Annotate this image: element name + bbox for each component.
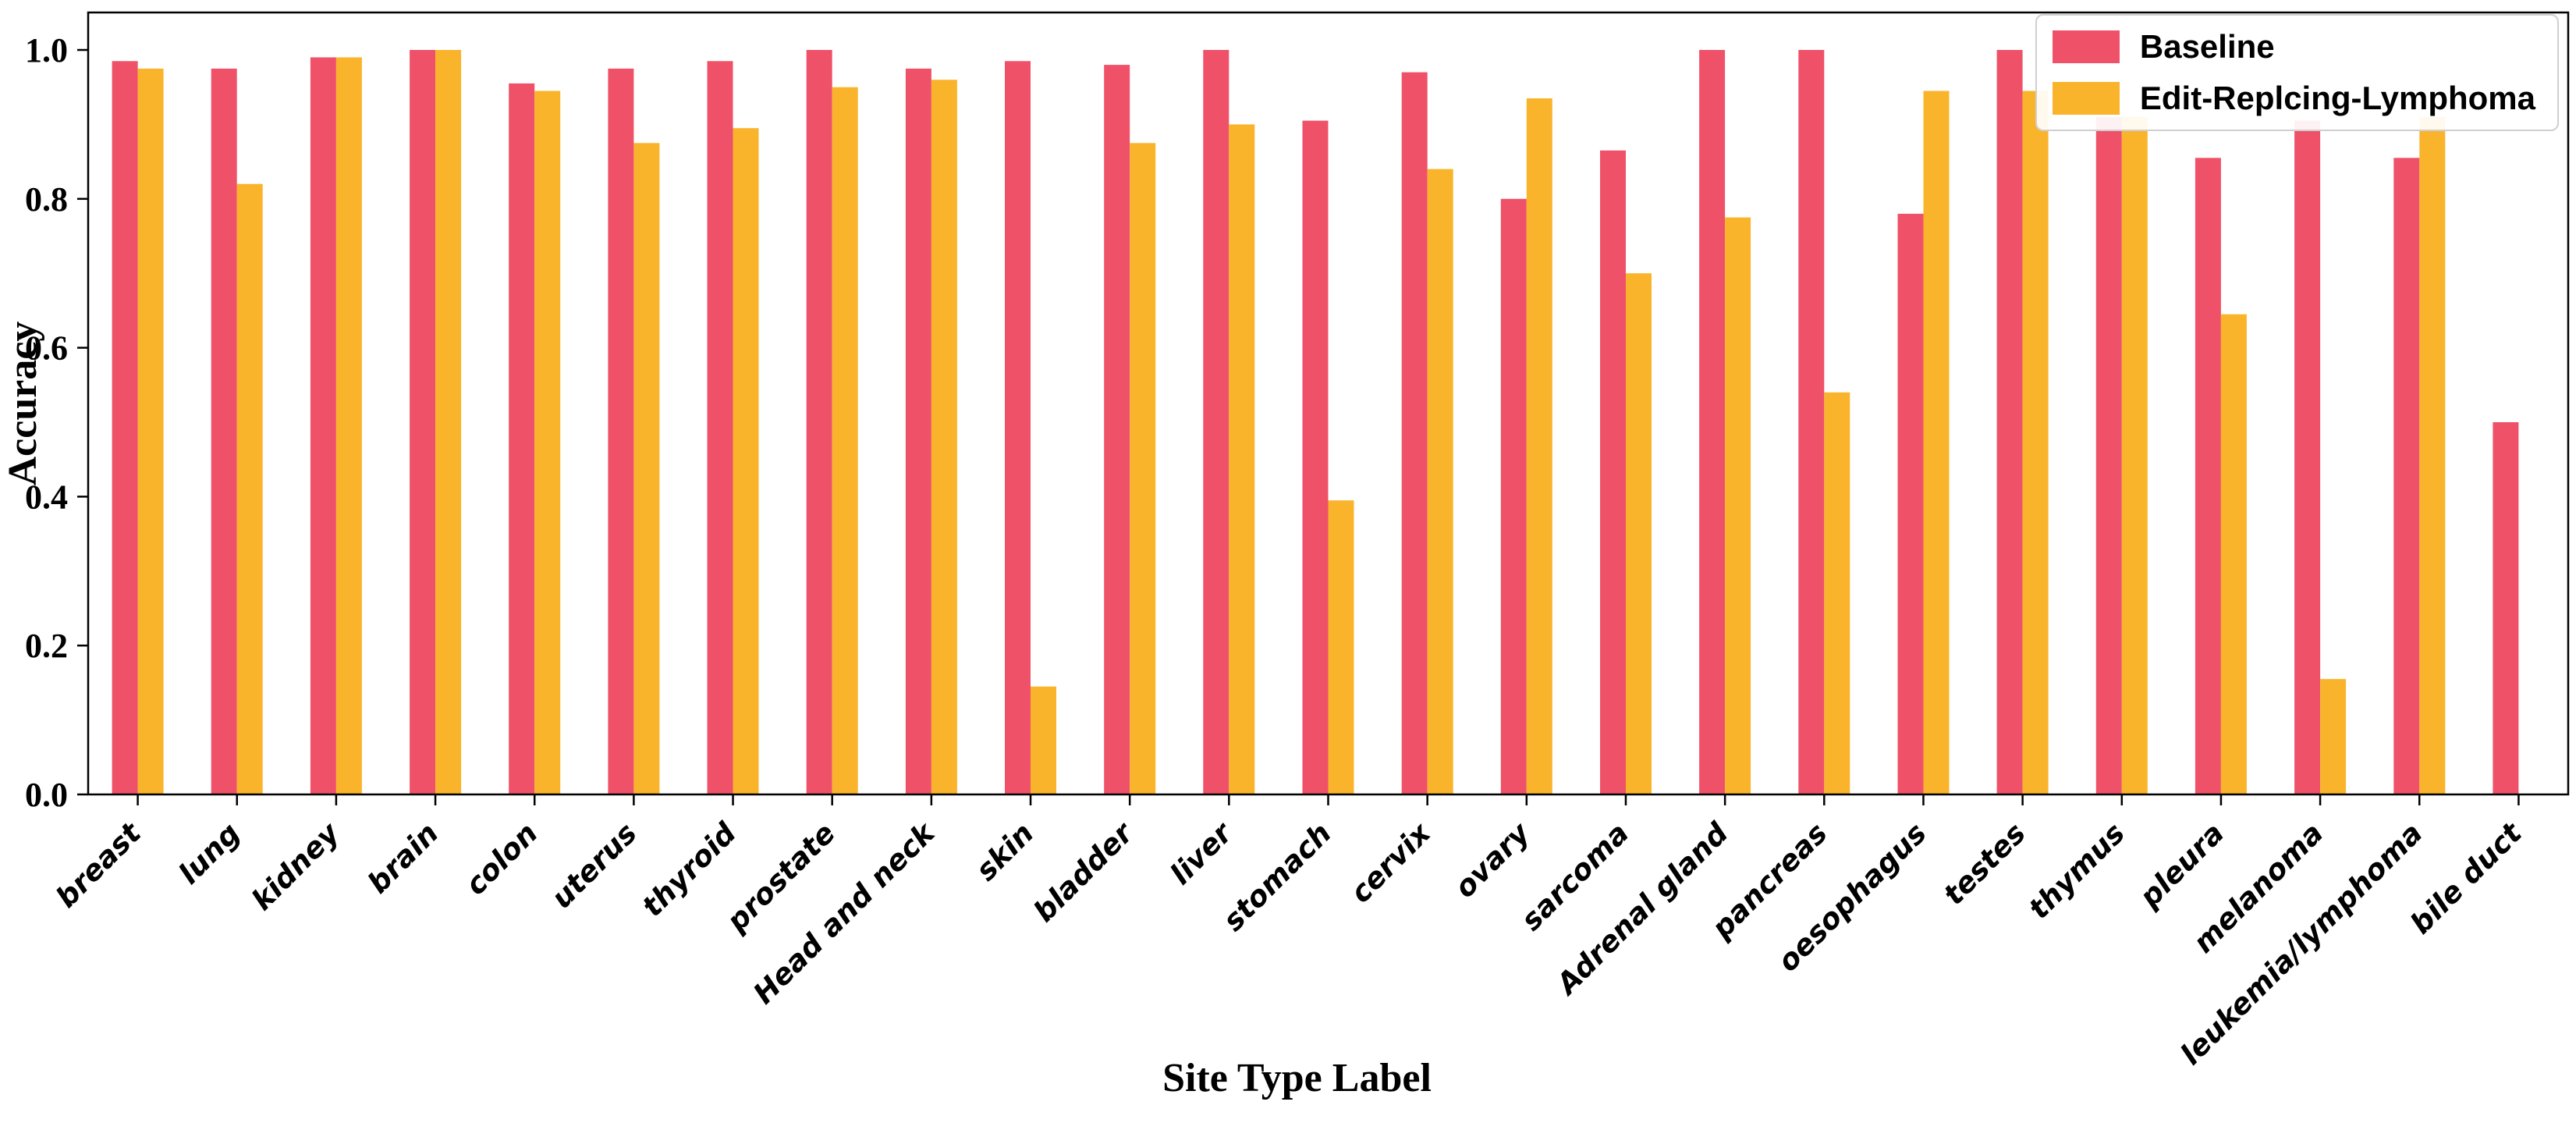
legend-item-edit: Edit-Replcing-Lymphoma — [2052, 80, 2535, 117]
x-tick-label-breast: breast — [49, 816, 147, 914]
x-tick-label-skin: skin — [969, 816, 1040, 887]
x-tick-label-lung: lung — [172, 816, 247, 890]
bar-edit-melanoma — [2320, 679, 2347, 794]
x-tick-label-head-and-neck: Head and neck — [747, 815, 942, 1011]
bar-baseline-brain — [410, 50, 436, 794]
y-tick-label-1.0: 1.0 — [25, 31, 68, 69]
bar-edit-oesophagus — [1923, 91, 1950, 794]
x-tick-label-kidney: kidney — [245, 816, 346, 917]
bar-baseline-stomach — [1302, 120, 1329, 795]
x-tick-label-colon: colon — [459, 816, 544, 901]
bar-edit-skin — [1031, 686, 1056, 794]
legend-item-baseline: Baseline — [2052, 28, 2535, 66]
legend: Baseline Edit-Replcing-Lymphoma — [2035, 14, 2559, 131]
y-tick-label-0.2: 0.2 — [25, 627, 68, 665]
legend-label-baseline: Baseline — [2139, 28, 2275, 65]
bar-edit-adrenal-gland — [1725, 217, 1751, 795]
x-tick-label-bladder: bladder — [1027, 815, 1141, 929]
x-tick-label-brain: brain — [361, 816, 445, 900]
x-tick-label-uterus: uterus — [545, 816, 643, 915]
bar-edit-ovary — [1526, 98, 1552, 794]
bar-edit-testes — [2022, 91, 2049, 794]
bar-edit-brain — [435, 50, 462, 794]
bar-edit-thyroid — [733, 128, 759, 794]
y-tick-label-0.4: 0.4 — [25, 478, 68, 516]
bar-baseline-cervix — [1401, 72, 1428, 795]
x-axis-title: Site Type Label — [1162, 1056, 1432, 1100]
bar-edit-breast — [137, 68, 164, 794]
bar-baseline-skin — [1005, 61, 1031, 795]
bar-edit-pancreas — [1824, 392, 1850, 794]
bar-baseline-ovary — [1500, 198, 1527, 795]
bar-edit-liver — [1229, 124, 1255, 794]
y-tick-label-0.6: 0.6 — [25, 329, 68, 368]
bar-edit-prostate — [832, 87, 858, 794]
bar-baseline-sarcoma — [1600, 150, 1626, 795]
bar-baseline-bile-duct — [2493, 422, 2519, 794]
bar-edit-head-and-neck — [931, 80, 957, 794]
bar-edit-uterus — [633, 143, 660, 795]
bar-edit-sarcoma — [1626, 273, 1652, 794]
bar-baseline-uterus — [608, 68, 634, 794]
x-tick-label-adrenal-gland: Adrenal gland — [1549, 816, 1735, 1003]
bar-baseline-liver — [1203, 50, 1229, 794]
bar-edit-thymus — [2121, 116, 2148, 794]
x-tick-label-stomach: stomach — [1216, 816, 1338, 938]
bar-edit-leukemia-lymphoma — [2419, 116, 2446, 794]
bar-baseline-adrenal-gland — [1699, 50, 1726, 794]
bar-baseline-leukemia-lymphoma — [2393, 158, 2420, 795]
legend-swatch-baseline — [2052, 30, 2120, 63]
bar-edit-lung — [236, 183, 263, 794]
bar-baseline-prostate — [806, 50, 832, 794]
bar-baseline-bladder — [1104, 65, 1130, 795]
x-tick-label-ovary: ovary — [1448, 816, 1537, 904]
legend-swatch-edit — [2052, 82, 2120, 115]
bar-baseline-kidney — [310, 57, 336, 794]
bar-baseline-lung — [211, 68, 237, 794]
bar-edit-stomach — [1328, 500, 1354, 794]
x-tick-label-cervix: cervix — [1344, 816, 1438, 909]
bar-baseline-melanoma — [2294, 120, 2321, 795]
legend-label-edit: Edit-Replcing-Lymphoma — [2139, 80, 2535, 116]
bar-baseline-oesophagus — [1897, 213, 1924, 794]
x-tick-label-thymus: thymus — [2022, 816, 2131, 926]
bar-baseline-pancreas — [1798, 50, 1825, 794]
x-tick-label-testes: testes — [1937, 816, 2032, 912]
bar-baseline-breast — [112, 61, 138, 795]
y-axis-title: Accuracy — [1, 322, 45, 486]
bar-edit-colon — [534, 91, 561, 794]
bar-baseline-pleura — [2195, 158, 2221, 795]
bar-edit-cervix — [1427, 169, 1453, 795]
bar-baseline-thyroid — [707, 61, 733, 795]
x-tick-label-liver: liver — [1164, 815, 1240, 891]
bar-baseline-testes — [1996, 50, 2023, 794]
bar-baseline-colon — [509, 83, 535, 794]
x-tick-label-pleura: pleura — [2133, 816, 2231, 915]
bar-edit-kidney — [335, 57, 362, 794]
bar-edit-bladder — [1130, 143, 1156, 795]
bar-edit-pleura — [2220, 314, 2247, 794]
bar-baseline-thymus — [2095, 116, 2122, 794]
y-tick-label-0.0: 0.0 — [25, 776, 68, 814]
bar-baseline-head-and-neck — [905, 68, 931, 794]
y-tick-label-0.8: 0.8 — [25, 180, 68, 219]
